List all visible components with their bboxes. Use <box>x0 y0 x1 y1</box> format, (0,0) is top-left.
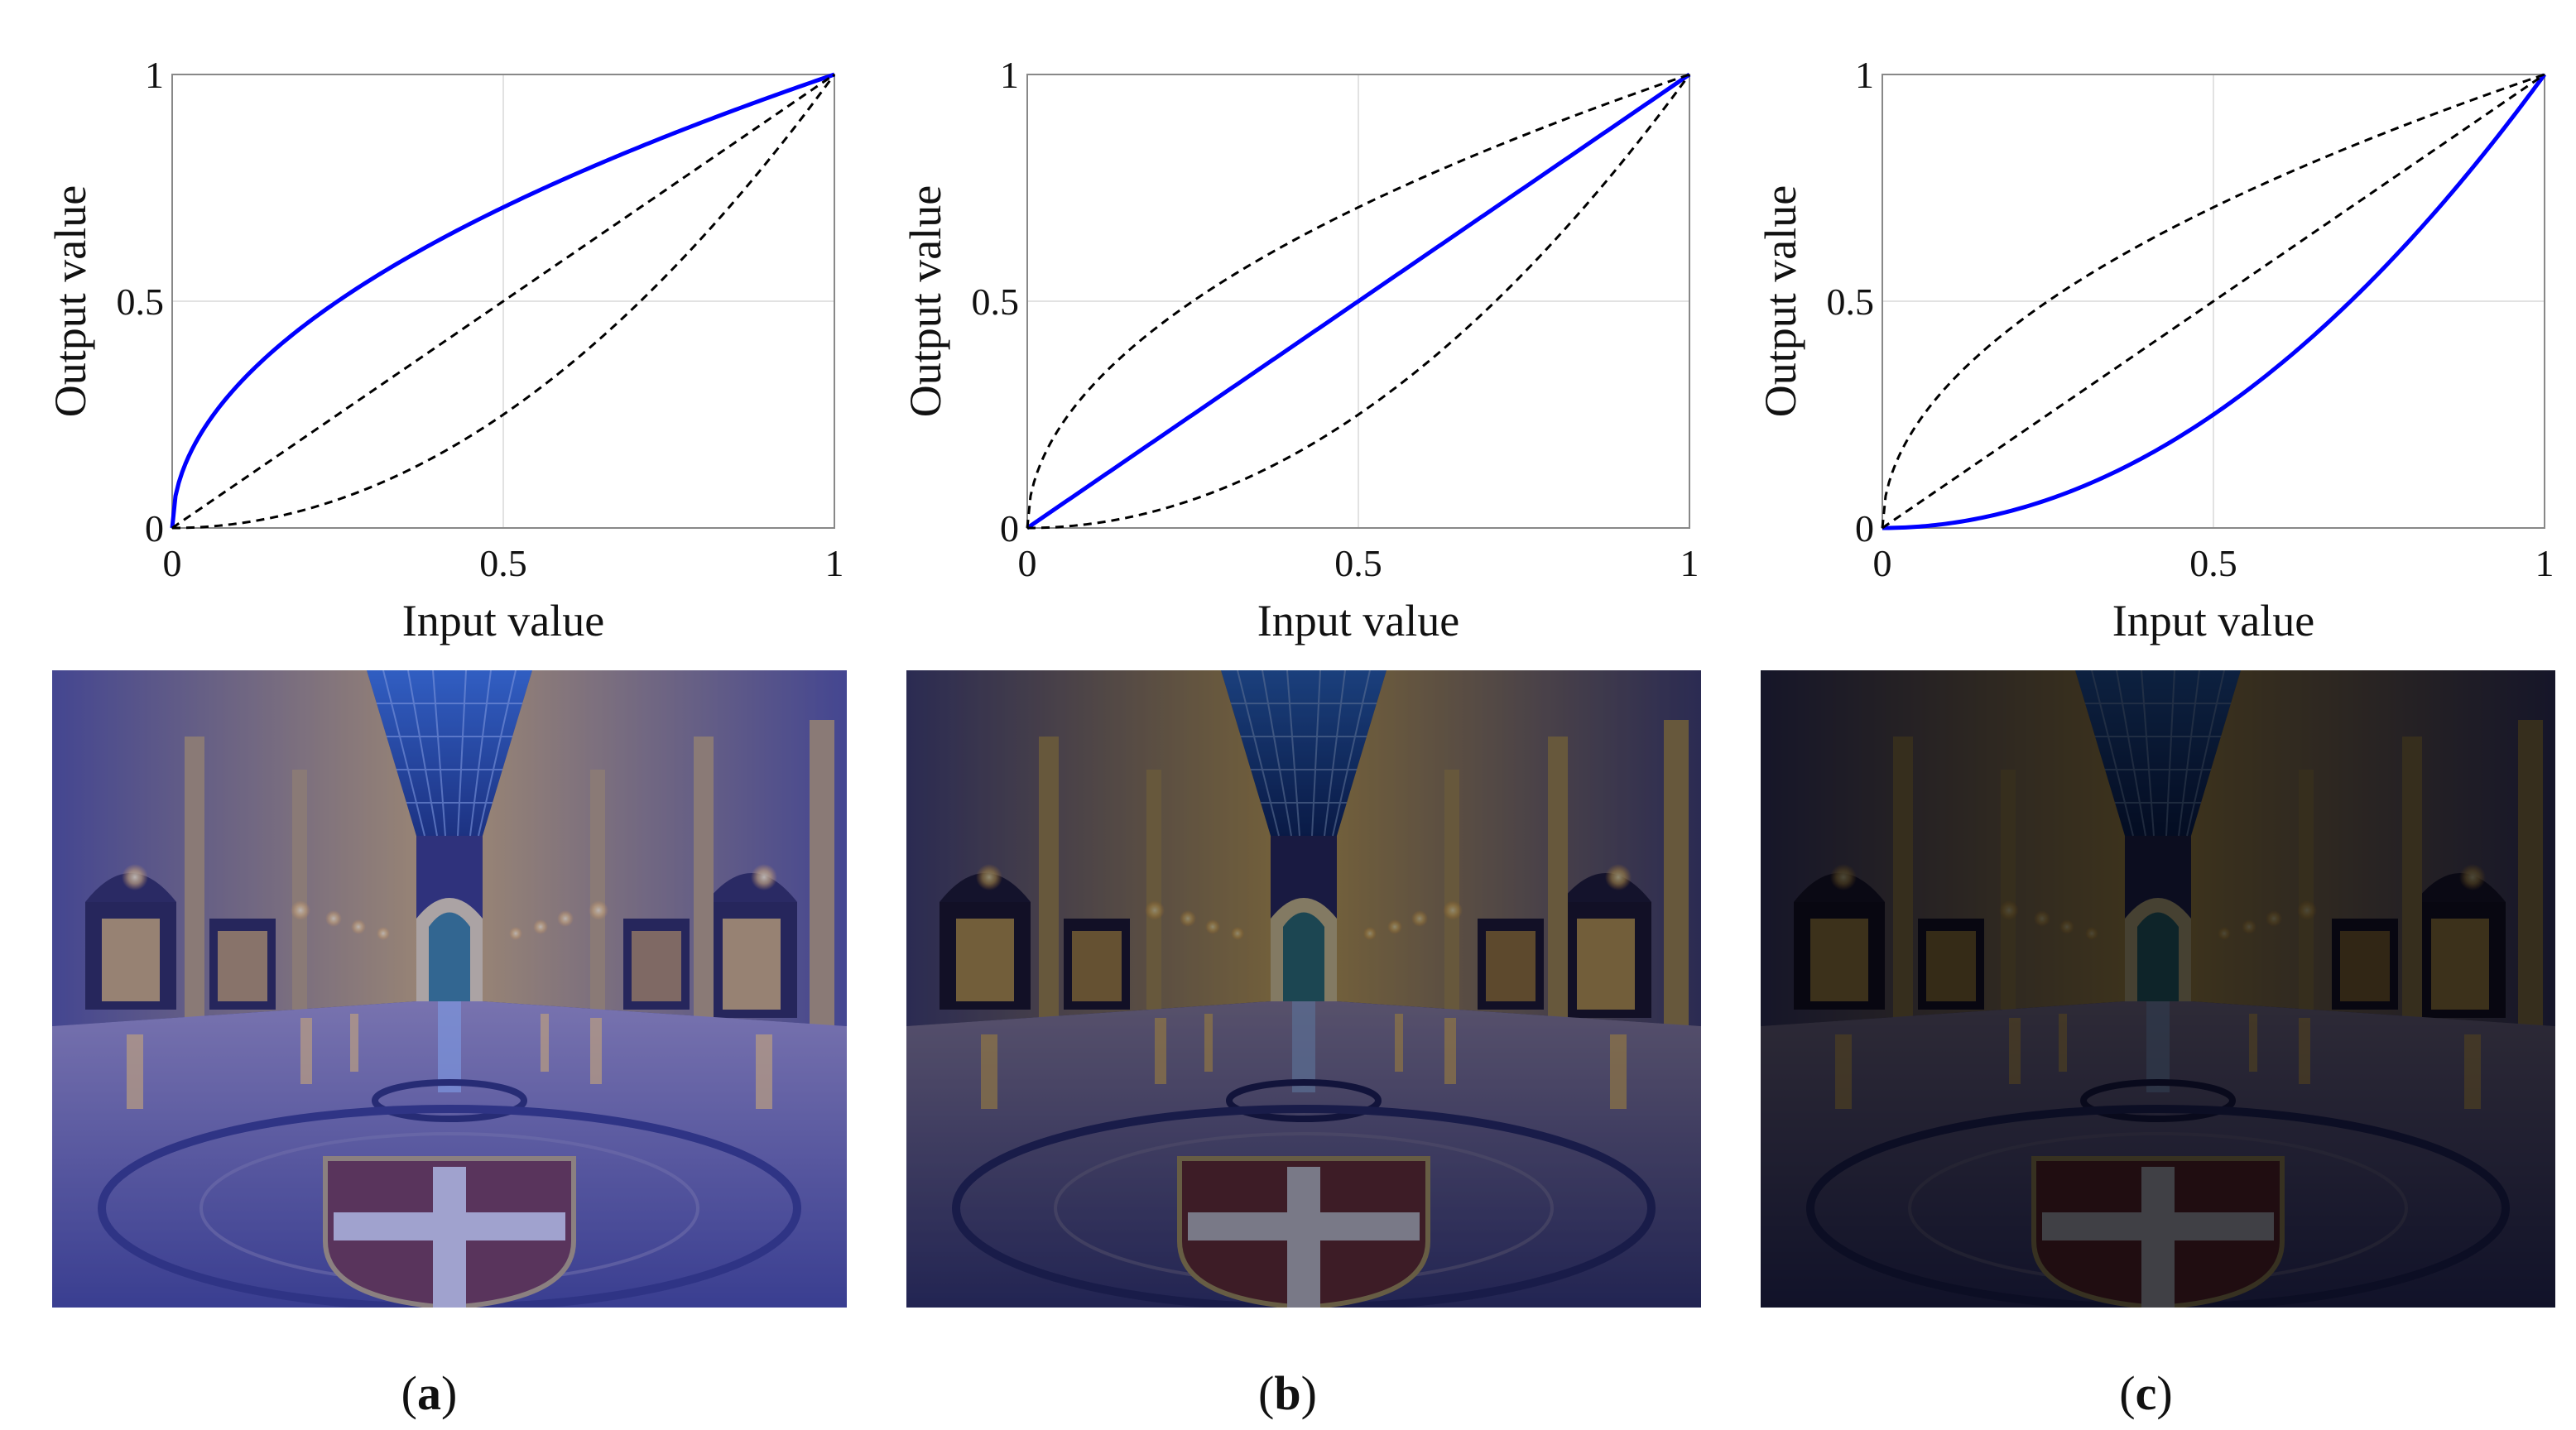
series-line-2 <box>1882 73 2545 530</box>
photo-c <box>1761 670 2555 1308</box>
plot-frame <box>171 74 835 529</box>
x-axis-label: Input value <box>2112 596 2314 645</box>
photo-b <box>906 670 1701 1308</box>
panel-a: 0 0.5 1 0 0.5 1 Input value Output value (a) <box>0 0 858 1430</box>
series-line-0 <box>1882 73 2547 530</box>
series-line-2 <box>171 74 836 530</box>
y-tick-label: 0.5 <box>1827 281 1875 323</box>
y-tick-label: 1 <box>1000 54 1019 96</box>
caption-a: (a) <box>401 1366 458 1420</box>
x-axis-label: Input value <box>402 596 604 645</box>
y-tick-label: 0.5 <box>972 281 1020 323</box>
y-axis-label: Output value <box>1756 185 1805 417</box>
panel-b: 0 0.5 1 0 0.5 1 Input value Output value (b) <box>858 0 1717 1430</box>
x-tick-label: 0.5 <box>1334 542 1382 584</box>
x-tick-label: 0.5 <box>479 542 527 584</box>
x-tick-label: 1 <box>825 542 844 584</box>
photo-a <box>52 670 847 1308</box>
y-tick-label: 0.5 <box>117 281 165 323</box>
x-tick-label: 1 <box>1680 542 1699 584</box>
series-line-1 <box>1881 73 2545 529</box>
y-tick-label: 0 <box>145 507 164 549</box>
x-tick-label: 0 <box>163 542 182 584</box>
x-axis-label: Input value <box>1257 596 1459 645</box>
panel-c: 0 0.5 1 0 0.5 1 Input value Output value (c) <box>1717 0 2575 1430</box>
chart-c: 0 0.5 1 0 0.5 1 Input value Output value <box>1756 54 2554 645</box>
y-axis-label: Output value <box>46 185 95 417</box>
x-tick-label: 0 <box>1018 542 1037 584</box>
caption-c: (c) <box>2119 1366 2173 1420</box>
x-tick-label: 0 <box>1873 542 1892 584</box>
series-line-0 <box>170 72 835 529</box>
chart-a: 0 0.5 1 0 0.5 1 Input value Output value <box>46 54 844 645</box>
series-line-1 <box>171 73 835 530</box>
y-tick-label: 0 <box>1855 507 1874 549</box>
y-tick-label: 1 <box>1855 54 1874 96</box>
x-tick-label: 0.5 <box>2189 542 2237 584</box>
plot-frame <box>1882 74 2545 529</box>
series-line-1 <box>1026 73 1690 529</box>
series-line-0 <box>1026 72 1691 530</box>
x-tick-label: 1 <box>2535 542 2554 584</box>
y-axis-label: Output value <box>901 185 950 417</box>
series-line-2 <box>1026 74 1691 530</box>
chart-b: 0 0.5 1 0 0.5 1 Input value Output value <box>901 54 1699 645</box>
y-tick-label: 0 <box>1000 507 1019 549</box>
caption-b: (b) <box>1258 1366 1317 1420</box>
plot-frame <box>1026 74 1690 529</box>
y-tick-label: 1 <box>145 54 164 96</box>
